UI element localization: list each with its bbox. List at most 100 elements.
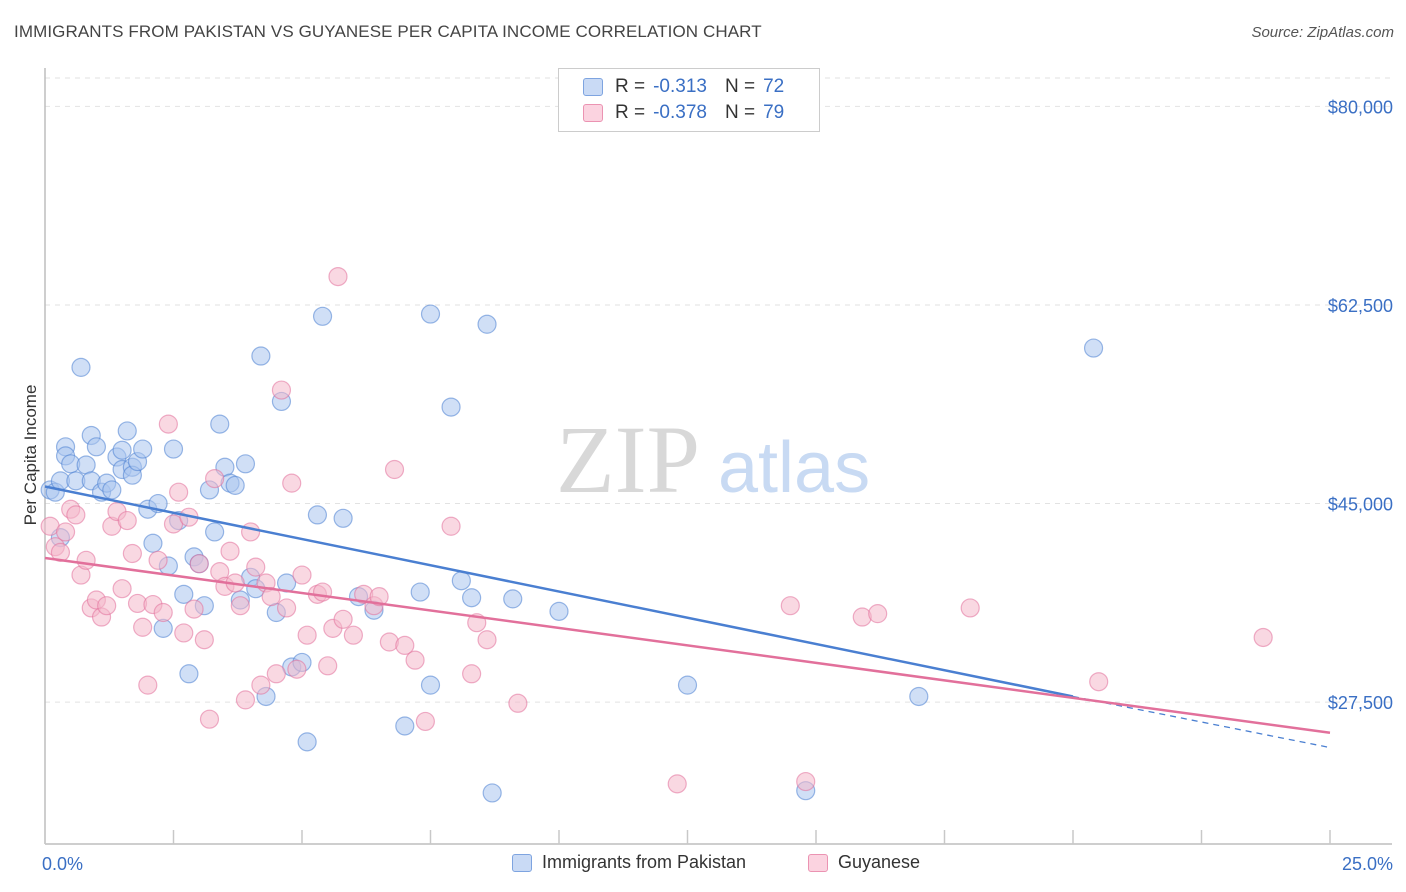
data-point: [477, 314, 497, 334]
data-point: [395, 716, 415, 736]
data-point: [271, 380, 292, 400]
data-point: [780, 596, 800, 616]
data-point: [482, 783, 502, 803]
data-point: [384, 459, 405, 480]
x-tick-label-max: 25.0%: [1342, 854, 1393, 874]
legend-item-pakistan[interactable]: Immigrants from Pakistan: [512, 852, 746, 873]
stats-row-guyanese: R = -0.378 N = 79: [583, 101, 784, 125]
data-point: [462, 588, 482, 608]
data-point: [153, 602, 173, 623]
stats-swatch-guyanese: [583, 104, 603, 122]
data-point: [312, 306, 333, 326]
data-point: [225, 475, 245, 495]
data-point: [451, 571, 471, 591]
data-point: [205, 468, 225, 489]
stats-r-value: -0.313: [653, 76, 707, 97]
data-point: [235, 454, 256, 474]
data-point: [112, 440, 132, 460]
series-points-1: [40, 266, 1273, 794]
data-point: [210, 414, 230, 434]
data-point: [292, 565, 312, 585]
data-point: [133, 617, 153, 637]
data-point: [1253, 627, 1273, 648]
chart-title: IMMIGRANTS FROM PAKISTAN VS GUYANESE PER…: [14, 22, 762, 41]
data-point: [1089, 672, 1109, 692]
legend-item-guyanese[interactable]: Guyanese: [808, 852, 920, 873]
data-point: [266, 664, 286, 684]
data-point: [251, 675, 271, 695]
data-point: [143, 533, 163, 553]
data-point: [71, 357, 91, 377]
data-point: [205, 522, 225, 542]
legend-label-guyanese: Guyanese: [838, 852, 921, 872]
data-point: [333, 609, 353, 629]
data-point: [112, 579, 132, 599]
stats-n-label: N =: [724, 76, 756, 97]
data-point: [169, 482, 189, 502]
data-point: [909, 686, 929, 707]
data-point: [117, 421, 137, 441]
trend-lines: [44, 485, 1331, 749]
data-point: [415, 711, 435, 732]
data-point: [369, 587, 389, 607]
data-point: [318, 656, 338, 676]
data-point: [287, 659, 307, 679]
data-point: [312, 582, 333, 602]
watermark: ZIP atlas: [556, 406, 870, 513]
stats-r-label: R =: [615, 102, 646, 123]
data-point: [410, 582, 430, 602]
y-tick-label: $27,500: [1328, 693, 1393, 713]
data-point: [420, 304, 441, 324]
stats-swatch-pakistan: [583, 78, 603, 96]
trend-line-0: [44, 485, 1074, 698]
data-point: [220, 541, 240, 561]
data-point: [158, 414, 178, 434]
data-point: [97, 596, 117, 616]
tick-labels: $80,000 $62,500 $45,000 $27,500 0.0% 25.0%: [42, 97, 1393, 874]
watermark-zip: ZIP: [556, 406, 700, 513]
data-point: [138, 675, 158, 695]
data-point: [405, 650, 425, 670]
data-point: [297, 732, 317, 752]
y-tick-label: $62,500: [1328, 296, 1393, 316]
data-point: [549, 601, 569, 621]
data-point: [133, 439, 153, 459]
stats-r-label: R =: [615, 76, 646, 97]
data-point: [503, 589, 523, 609]
data-point: [148, 550, 168, 570]
data-point: [76, 550, 96, 570]
y-tick-label: $45,000: [1328, 495, 1393, 515]
data-point: [282, 473, 302, 493]
data-point: [960, 598, 980, 618]
trend-line-1: [44, 556, 1331, 735]
data-point: [246, 557, 266, 577]
data-point: [235, 690, 256, 710]
data-point: [333, 508, 353, 528]
data-point: [66, 505, 86, 525]
series-points-0: [40, 304, 1104, 803]
stats-n-value: 72: [763, 76, 785, 97]
data-points: [40, 266, 1273, 803]
data-point: [677, 675, 698, 695]
y-axis-label: Per Capita Income: [21, 385, 40, 526]
data-point: [796, 771, 816, 792]
legend-swatch-pakistan: [512, 853, 532, 872]
data-point: [230, 596, 250, 616]
data-point: [508, 693, 528, 713]
data-point: [174, 623, 194, 643]
data-point: [55, 522, 76, 542]
data-point: [328, 266, 348, 287]
stats-n-label: N =: [724, 102, 756, 123]
y-tick-label: $80,000: [1328, 97, 1393, 117]
data-point: [868, 604, 888, 624]
legend-label-pakistan: Immigrants from Pakistan: [542, 852, 747, 872]
stats-legend: R = -0.313 N = 72 R = -0.378 N = 79: [558, 68, 820, 132]
axes: [44, 68, 1392, 845]
data-point: [395, 635, 415, 656]
x-tick-label-min: 0.0%: [42, 854, 83, 874]
legend-swatch-guyanese: [808, 853, 828, 872]
data-point: [241, 522, 261, 542]
stats-r-value: -0.378: [653, 102, 707, 123]
data-point: [163, 439, 184, 459]
data-point: [441, 516, 461, 536]
